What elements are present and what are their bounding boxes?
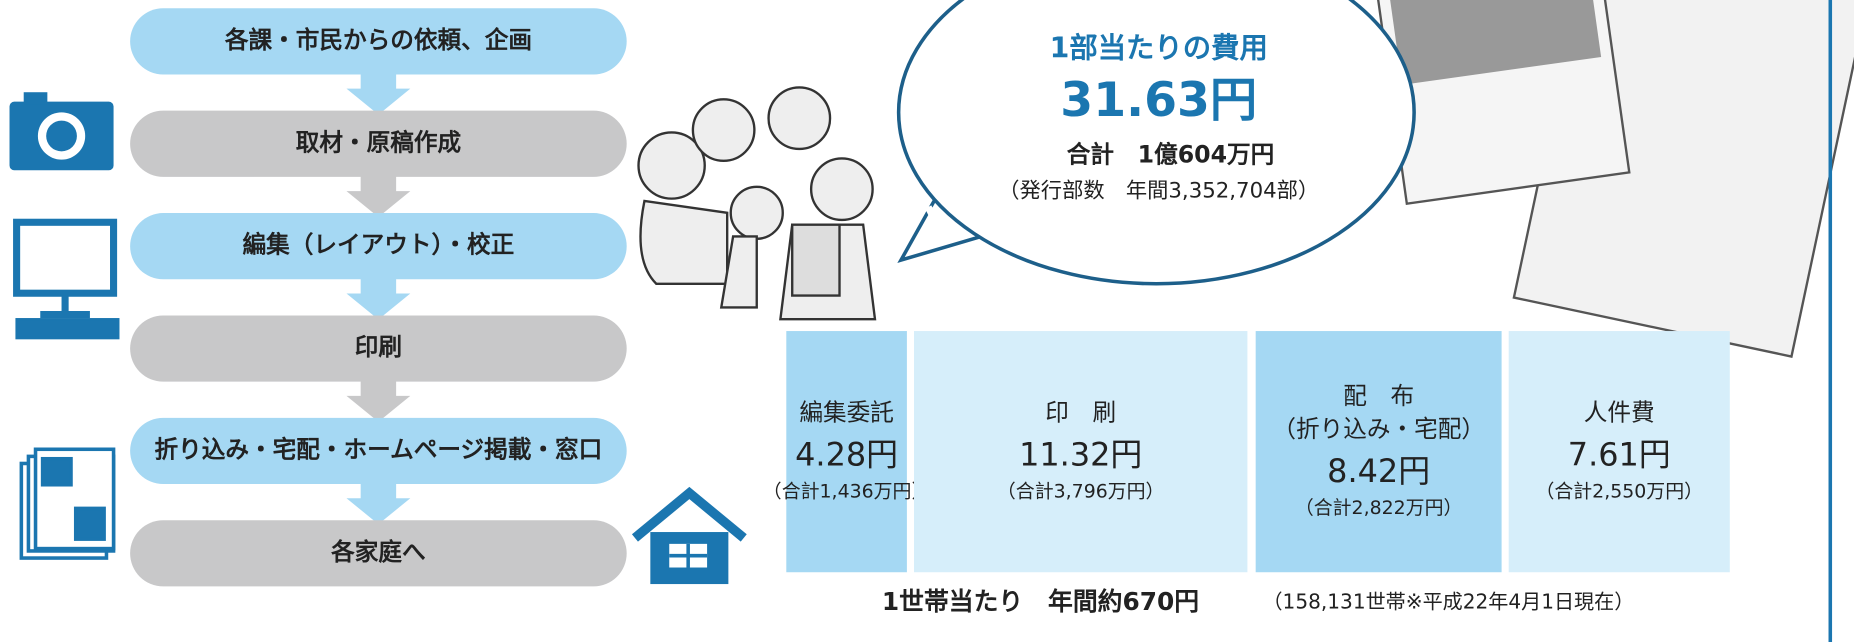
flow-arrow [346,276,411,320]
house-icon [631,486,747,585]
cost-total: （合計3,796万円） [997,480,1165,502]
cost-total: （合計2,822万円） [1295,497,1463,519]
cost-value: 4.28円 [795,435,898,473]
cost-box [786,331,907,573]
flow-arrow [346,481,411,525]
newspaper-icon [19,447,116,560]
flow-step [130,110,627,177]
cost-name: （折り込み・宅配） [1272,415,1485,443]
bubble-amount: 31.63円 [1060,73,1257,128]
cost-name: 編集委託 [799,398,894,426]
computer-icon [13,218,120,340]
flow-step-label: 印刷 [355,333,402,361]
flow-arrow [346,379,411,422]
cost-box [913,331,1248,573]
flow-step-label: 折り込み・宅配・ホームページ掲載・窓口 [155,435,603,463]
flow-step-label: 編集（レイアウト）・校正 [243,231,515,259]
per-household: 1世帯当たり 年間約670円 [882,587,1199,616]
cost-name: 人件費 [1584,398,1655,426]
cost-name: 配 布 [1343,382,1414,410]
flow-step [130,8,627,75]
flow-arrow [346,174,411,218]
flow-arrow [346,72,411,115]
cost-box [1255,331,1502,573]
cost-name: 印 刷 [1045,398,1116,426]
cost-value: 11.32円 [1019,435,1142,473]
bubble-title: 1部当たりの費用 [1050,32,1268,65]
cost-value: 7.61円 [1568,435,1671,473]
bubble-join [925,205,950,244]
cost-box [1508,331,1730,573]
flow-step-label: 各家庭へ [330,538,426,566]
newsletter-images [1372,0,1854,358]
cost-total: （合計2,550万円） [1535,480,1703,502]
flow-step [130,315,627,382]
speech-bubble [896,0,1416,286]
family-illustration [637,86,877,321]
camera-icon [9,92,114,171]
cost-value: 8.42円 [1327,452,1430,490]
flow-step [130,417,627,485]
flow-step [130,213,627,280]
flow-step [130,520,627,587]
bubble-total: 合計 1億604万円 [1067,141,1275,169]
flow-step-label: 各課・市民からの依頼、企画 [224,26,532,54]
household-note: （158,131世帯※平成22年4月1日現在） [1262,589,1634,613]
bubble-issued: （発行部数 年間3,352,704部） [998,179,1319,204]
flow-step-label: 取材・原稿作成 [296,128,462,156]
cost-total: （合計1,436万円） [763,480,931,502]
